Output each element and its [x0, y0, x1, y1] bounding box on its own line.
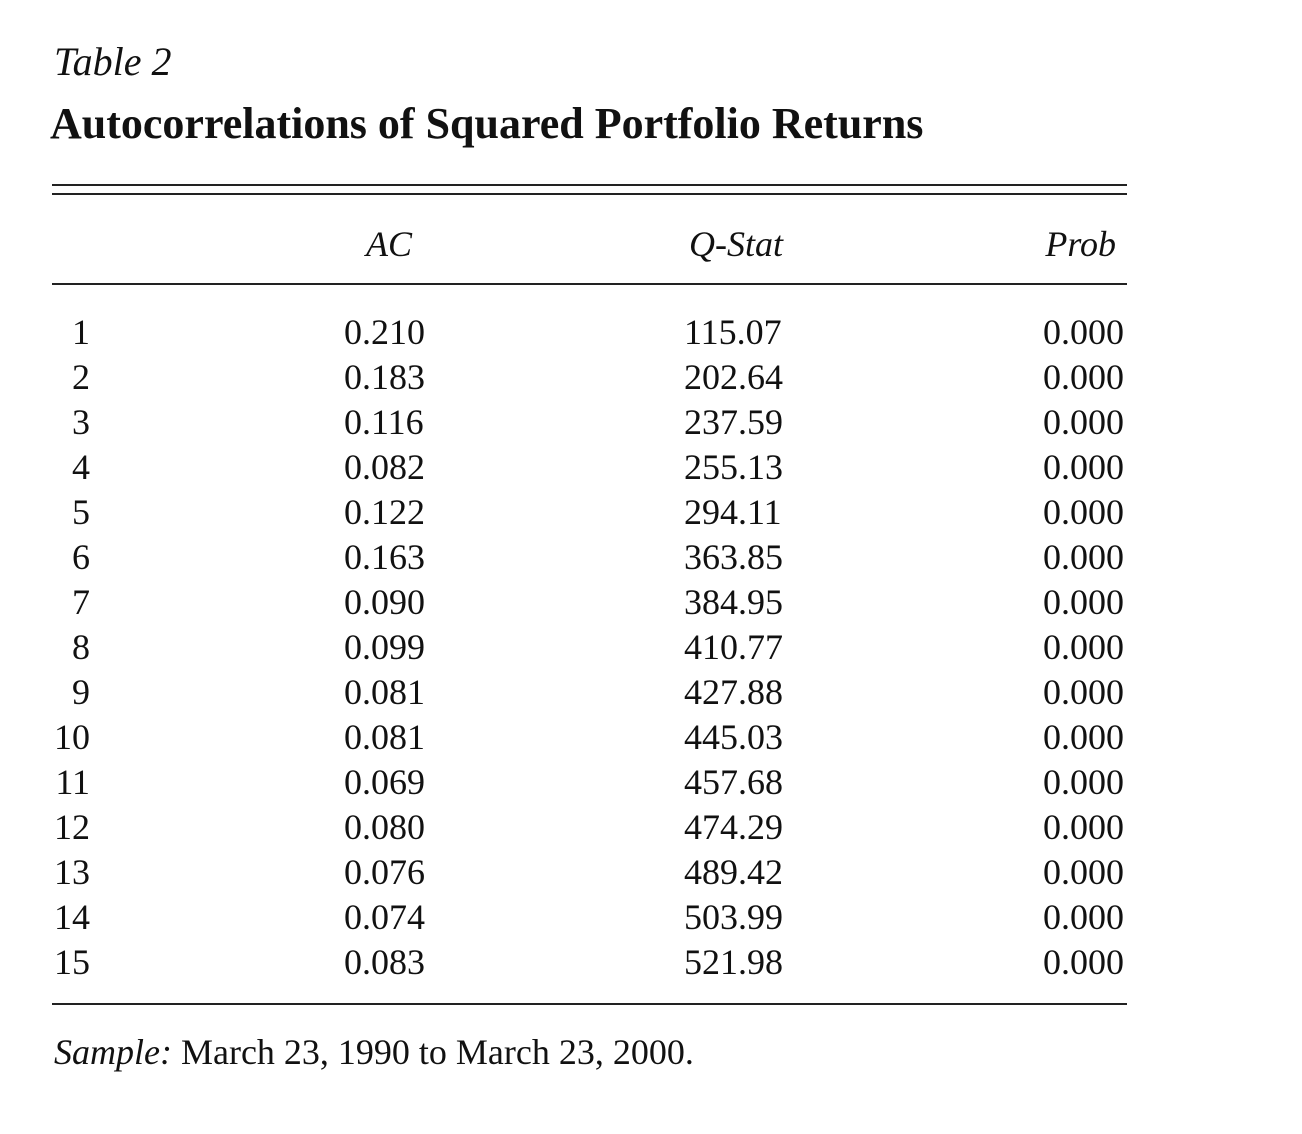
- cell-ac: 0.090: [344, 582, 425, 622]
- cell-ac: 0.116: [344, 402, 424, 442]
- cell-qstat: 427.88: [684, 672, 783, 712]
- cell-prob: 0.000: [1043, 627, 1124, 667]
- cell-lag: 2: [72, 357, 90, 397]
- cell-prob: 0.000: [1043, 402, 1124, 442]
- cell-ac: 0.074: [344, 897, 425, 937]
- note-label: Sample:: [54, 1032, 172, 1072]
- cell-ac: 0.099: [344, 627, 425, 667]
- cell-prob: 0.000: [1043, 762, 1124, 802]
- cell-lag: 8: [72, 627, 90, 667]
- column-header-qstat: Q-Stat: [689, 224, 783, 264]
- cell-prob: 0.000: [1043, 807, 1124, 847]
- cell-prob: 0.000: [1043, 672, 1124, 712]
- cell-qstat: 115.07: [684, 312, 782, 352]
- cell-prob: 0.000: [1043, 717, 1124, 757]
- cell-qstat: 457.68: [684, 762, 783, 802]
- cell-prob: 0.000: [1043, 492, 1124, 532]
- table-header-row: AC Q-Stat Prob: [0, 224, 1302, 264]
- cell-ac: 0.183: [344, 357, 425, 397]
- bottom-rule: [52, 1003, 1127, 1005]
- column-header-prob: Prob: [1045, 224, 1116, 264]
- table-label: Table 2: [54, 39, 172, 84]
- cell-lag: 14: [54, 897, 90, 937]
- table-row: 11 0.069 457.68 0.000: [0, 760, 1302, 805]
- top-rule-secondary: [52, 193, 1127, 195]
- cell-prob: 0.000: [1043, 537, 1124, 577]
- cell-ac: 0.122: [344, 492, 425, 532]
- cell-prob: 0.000: [1043, 357, 1124, 397]
- table-row: 4 0.082 255.13 0.000: [0, 445, 1302, 490]
- table-title: Autocorrelations of Squared Portfolio Re…: [50, 99, 924, 148]
- cell-prob: 0.000: [1043, 447, 1124, 487]
- cell-lag: 3: [72, 402, 90, 442]
- table-row: 9 0.081 427.88 0.000: [0, 670, 1302, 715]
- cell-qstat: 474.29: [684, 807, 783, 847]
- cell-lag: 9: [72, 672, 90, 712]
- cell-ac: 0.081: [344, 672, 425, 712]
- table-row: 2 0.183 202.64 0.000: [0, 355, 1302, 400]
- cell-lag: 10: [54, 717, 90, 757]
- cell-qstat: 363.85: [684, 537, 783, 577]
- cell-prob: 0.000: [1043, 942, 1124, 982]
- cell-qstat: 255.13: [684, 447, 783, 487]
- table-row: 1 0.210 115.07 0.000: [0, 310, 1302, 355]
- cell-prob: 0.000: [1043, 312, 1124, 352]
- cell-ac: 0.069: [344, 762, 425, 802]
- table-row: 7 0.090 384.95 0.000: [0, 580, 1302, 625]
- table-row: 15 0.083 521.98 0.000: [0, 940, 1302, 985]
- cell-qstat: 384.95: [684, 582, 783, 622]
- table-row: 13 0.076 489.42 0.000: [0, 850, 1302, 895]
- cell-ac: 0.081: [344, 717, 425, 757]
- cell-ac: 0.076: [344, 852, 425, 892]
- top-rule: [52, 184, 1127, 186]
- cell-lag: 13: [54, 852, 90, 892]
- cell-qstat: 445.03: [684, 717, 783, 757]
- cell-ac: 0.083: [344, 942, 425, 982]
- cell-lag: 1: [72, 312, 90, 352]
- cell-prob: 0.000: [1043, 852, 1124, 892]
- cell-qstat: 521.98: [684, 942, 783, 982]
- cell-qstat: 237.59: [684, 402, 783, 442]
- cell-ac: 0.080: [344, 807, 425, 847]
- cell-ac: 0.163: [344, 537, 425, 577]
- table-row: 3 0.116 237.59 0.000: [0, 400, 1302, 445]
- cell-lag: 11: [55, 762, 90, 802]
- header-rule: [52, 283, 1127, 285]
- cell-ac: 0.210: [344, 312, 425, 352]
- cell-qstat: 410.77: [684, 627, 783, 667]
- table-row: 8 0.099 410.77 0.000: [0, 625, 1302, 670]
- table-row: 6 0.163 363.85 0.000: [0, 535, 1302, 580]
- cell-lag: 4: [72, 447, 90, 487]
- cell-lag: 15: [54, 942, 90, 982]
- table-body: 1 0.210 115.07 0.000 2 0.183 202.64 0.000 3 0.116…: [0, 310, 1302, 985]
- table-row: 5 0.122 294.11 0.000: [0, 490, 1302, 535]
- table-row: 14 0.074 503.99 0.000: [0, 895, 1302, 940]
- cell-ac: 0.082: [344, 447, 425, 487]
- cell-prob: 0.000: [1043, 897, 1124, 937]
- cell-lag: 7: [72, 582, 90, 622]
- cell-qstat: 503.99: [684, 897, 783, 937]
- table-note: Sample: March 23, 1990 to March 23, 2000…: [54, 1030, 694, 1074]
- cell-qstat: 489.42: [684, 852, 783, 892]
- column-header-ac: AC: [365, 224, 413, 264]
- table-row: 12 0.080 474.29 0.000: [0, 805, 1302, 850]
- cell-prob: 0.000: [1043, 582, 1124, 622]
- cell-qstat: 202.64: [684, 357, 783, 397]
- note-text: March 23, 1990 to March 23, 2000.: [171, 1032, 694, 1072]
- cell-lag: 6: [72, 537, 90, 577]
- cell-lag: 5: [72, 492, 90, 532]
- table-row: 10 0.081 445.03 0.000: [0, 715, 1302, 760]
- cell-qstat: 294.11: [684, 492, 782, 532]
- cell-lag: 12: [54, 807, 90, 847]
